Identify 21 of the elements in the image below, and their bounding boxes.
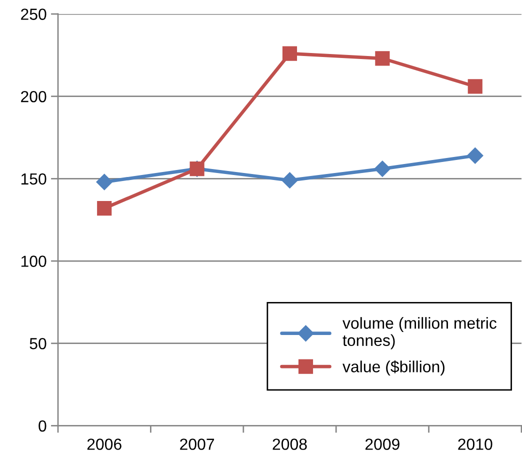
x-tick-label: 2007 — [180, 438, 214, 450]
y-tick-label: 250 — [21, 8, 46, 20]
point — [467, 148, 484, 164]
point — [97, 201, 112, 216]
y-tick-label: 100 — [21, 256, 46, 267]
point — [282, 46, 298, 61]
y-tick-label: 200 — [21, 90, 46, 102]
point — [468, 79, 482, 94]
legend-label: value ($billion) — [342, 360, 444, 376]
point — [374, 160, 390, 177]
point — [96, 174, 112, 190]
x-tick-label: 2008 — [272, 438, 307, 450]
x-tick-label: 2009 — [365, 438, 400, 450]
x-tick-label: 2010 — [458, 438, 492, 450]
legend-label: volume (million metric tonnes) — [342, 317, 496, 350]
point — [282, 172, 298, 188]
point — [375, 51, 390, 66]
y-tick-label: 150 — [21, 173, 46, 185]
x-tick-label: 2006 — [87, 438, 122, 450]
y-tick-label: 50 — [30, 338, 46, 350]
y-tick-label: 0 — [38, 420, 46, 432]
